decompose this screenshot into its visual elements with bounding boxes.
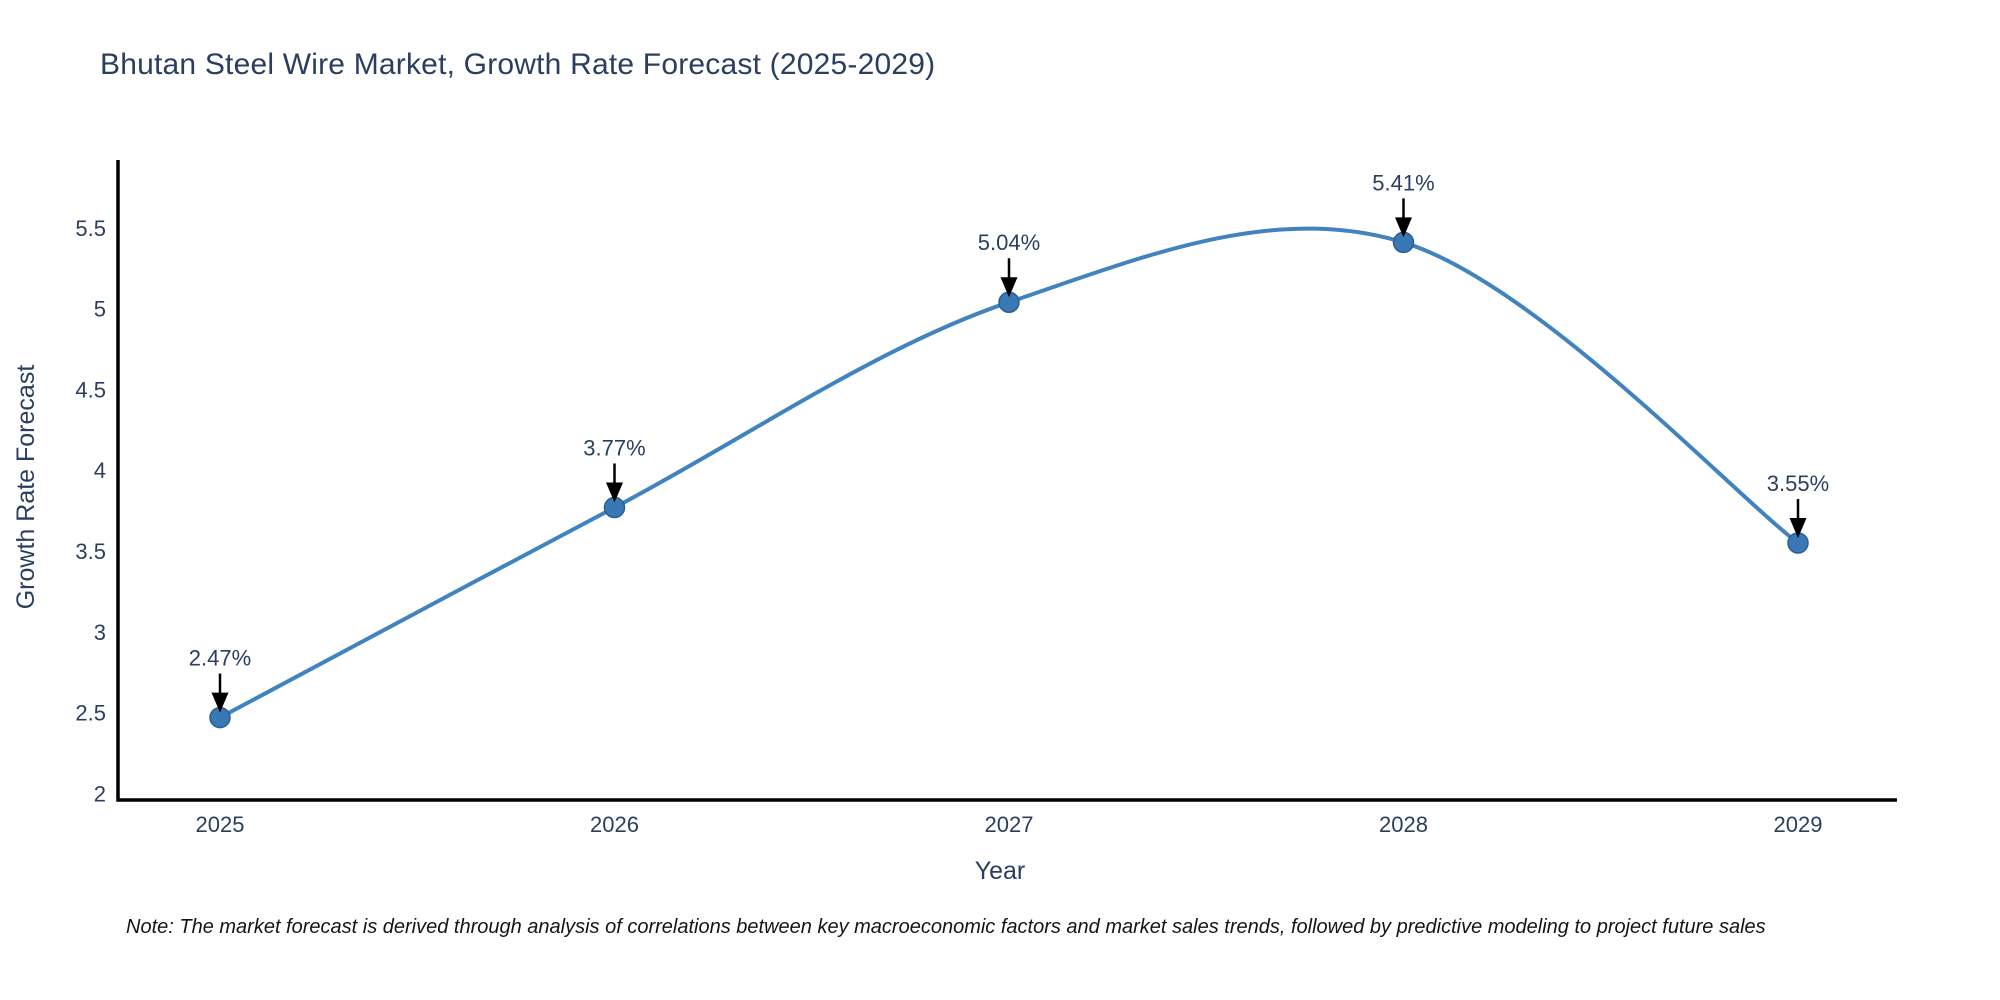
x-tick-label: 2029 [1774,812,1823,837]
annotation-arrow-head [1395,217,1412,238]
x-tick-label: 2028 [1379,812,1428,837]
y-axis-title: Growth Rate Forecast [12,365,40,610]
x-tick-label: 2027 [985,812,1034,837]
footnote: Note: The market forecast is derived thr… [126,916,1766,938]
y-tick-label: 3.5 [75,539,106,564]
y-tick-label: 5 [94,297,106,322]
y-tick-label: 4.5 [75,377,106,402]
point-value-label: 3.55% [1767,471,1829,496]
y-tick-label: 4 [94,458,106,483]
x-tick-label: 2026 [590,812,639,837]
y-tick-label: 5.5 [75,216,106,241]
annotation-arrow-head [606,482,623,503]
point-value-label: 3.77% [583,435,645,460]
chart-title: Bhutan Steel Wire Market, Growth Rate Fo… [100,48,936,81]
point-value-label: 5.41% [1372,170,1434,195]
x-axis-title: Year [975,857,1026,885]
annotation-arrow-head [211,692,229,713]
annotation-arrow-head [1789,518,1807,539]
axis-lines [116,160,1897,802]
x-tick-label: 2025 [196,812,245,837]
point-value-label: 5.04% [978,230,1040,255]
y-tick-label: 2 [94,781,106,806]
y-tick-label: 3 [94,620,106,645]
annotation-arrow-head [1000,277,1018,298]
y-tick-label: 2.5 [75,701,106,726]
point-value-label: 2.47% [189,646,251,671]
